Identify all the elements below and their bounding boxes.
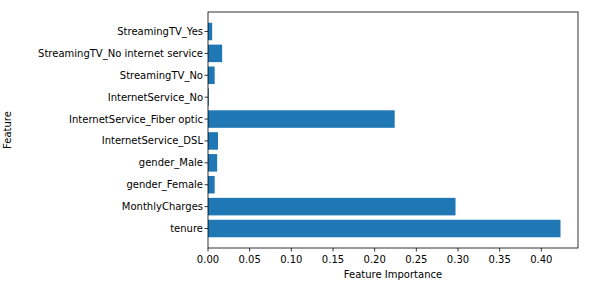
bar [208, 220, 561, 238]
y-tick [205, 97, 209, 98]
x-tick-label: 0.35 [489, 254, 511, 265]
x-tick [374, 248, 375, 252]
y-tick [205, 53, 209, 54]
x-tick [499, 248, 500, 252]
y-tick-label: StreamingTV_No internet service [38, 48, 203, 60]
bar [208, 23, 212, 41]
x-tick-label: 0.15 [322, 254, 344, 265]
y-tick [205, 162, 209, 163]
y-tick [205, 119, 209, 120]
y-tick [205, 75, 209, 76]
x-tick [541, 248, 542, 252]
plot-frame [208, 12, 578, 248]
y-axis-label: Feature [2, 111, 13, 149]
y-tick-label: InternetService_DSL [102, 135, 204, 147]
y-tick-label: MonthlyCharges [122, 201, 203, 212]
y-tick-label: gender_Male [139, 157, 203, 169]
y-tick-label: StreamingTV_No [120, 70, 203, 82]
bar [208, 176, 215, 194]
bars [208, 23, 561, 238]
y-tick-label: StreamingTV_Yes [117, 26, 203, 38]
x-tick-label: 0.25 [405, 254, 427, 265]
bar [208, 154, 217, 172]
bar [208, 67, 215, 85]
bar [208, 110, 395, 128]
y-tick-label: InternetService_Fiber optic [69, 114, 203, 126]
x-tick [208, 248, 209, 252]
y-tick [205, 184, 209, 185]
y-tick-label: tenure [170, 223, 203, 234]
x-tick-label: 0.10 [280, 254, 302, 265]
y-tick-label: InternetService_No [108, 92, 203, 104]
x-tick-label: 0.30 [447, 254, 469, 265]
bar [208, 45, 222, 63]
x-tick-label: 0.05 [239, 254, 261, 265]
chart: 0.00 0.05 0.10 0.15 0.20 0.25 0.30 0.35 0.40 tenu… [0, 0, 594, 302]
y-tick [205, 140, 209, 141]
bar [208, 132, 218, 150]
x-tick-label: 0.40 [530, 254, 552, 265]
x-tick [458, 248, 459, 252]
x-tick [333, 248, 334, 252]
x-tick [291, 248, 292, 252]
x-axis-label: Feature Importance [344, 269, 442, 280]
y-tick-label: gender_Female [126, 179, 203, 191]
x-tick [249, 248, 250, 252]
x-tick [416, 248, 417, 252]
y-tick [205, 206, 209, 207]
x-tick-label: 0.20 [364, 254, 386, 265]
x-tick-label: 0.00 [197, 254, 219, 265]
y-tick [205, 31, 209, 32]
y-tick [205, 228, 209, 229]
bar [208, 198, 456, 216]
